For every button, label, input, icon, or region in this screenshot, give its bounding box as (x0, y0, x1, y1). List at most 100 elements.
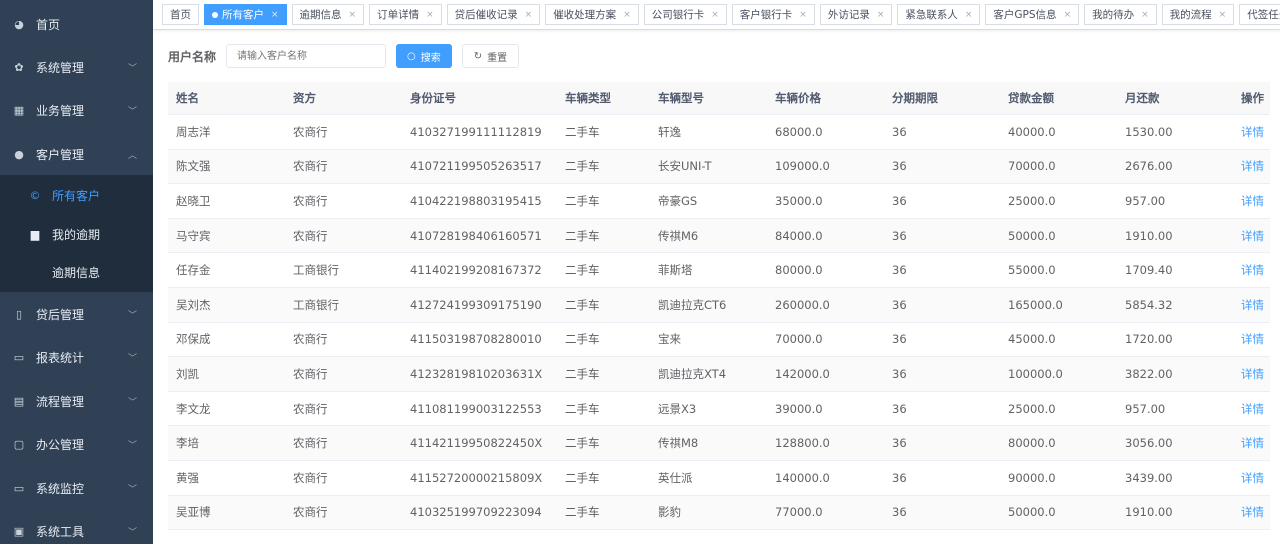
tab-6[interactable]: 公司银行卡 × (643, 4, 727, 25)
close-icon[interactable]: × (348, 9, 357, 20)
cell-monthly-payment: 5854.32 (1125, 297, 1173, 312)
cell-loan-amount: 70000.0 (1008, 159, 1056, 174)
close-icon[interactable]: × (524, 9, 533, 20)
cell-vehicle-price: 39000.0 (775, 401, 823, 416)
sidebar-item-3[interactable]: ● 客户管理 ︿ (0, 133, 153, 175)
tab-5[interactable]: 催收处理方案 × (545, 4, 639, 25)
tab-10[interactable]: 客户GPS信息 × (985, 4, 1080, 25)
cell-action-link[interactable]: 详情 (1241, 297, 1264, 312)
sidebar-subitem-label: 逾期信息 (52, 266, 101, 280)
cell-vehicle-type: 二手车 (565, 436, 600, 451)
tab-13[interactable]: 代签任务× (1239, 4, 1280, 25)
close-icon[interactable]: × (876, 9, 885, 20)
customer-name-label: 用户名称 (168, 49, 217, 64)
close-icon[interactable]: × (1141, 9, 1149, 20)
sidebar-item-2[interactable]: ▦ 业务管理 ﹀ (0, 89, 153, 131)
cell-vehicle-price: 35000.0 (775, 193, 823, 208)
sidebar-subitem-2[interactable]: 逾期信息 (0, 253, 153, 292)
header-term: 分期期限 (892, 91, 938, 105)
cell-vehicle-model: 长安UNI-T (658, 159, 712, 174)
reset-button[interactable]: ↻ 重置 (461, 44, 520, 68)
cell-id-number: 410422198803195415 (410, 193, 542, 208)
tab-7[interactable]: 客户银行卡 × (731, 4, 815, 25)
sidebar-item-9[interactable]: ▣ 系统工具 ﹀ (0, 510, 153, 552)
cell-action-link[interactable]: 详情 (1241, 401, 1264, 416)
tab-8[interactable]: 外访记录 × (819, 4, 893, 25)
cell-name: 赵晓卫 (176, 193, 211, 208)
cell-vehicle-model: 英仕派 (658, 470, 693, 485)
cell-loan-amount: 45000.0 (1008, 332, 1056, 347)
tab-4[interactable]: 贷后催收记录 × (446, 4, 541, 25)
tab-12[interactable]: 我的流程 × (1161, 4, 1235, 25)
close-icon[interactable]: × (271, 9, 279, 20)
cell-action-link[interactable]: 详情 (1241, 505, 1264, 520)
sidebar-item-label: 流程管理 (36, 394, 85, 409)
cell-action-link[interactable]: 详情 (1241, 124, 1264, 139)
tab-label: 外访记录 (827, 9, 870, 21)
cell-funder: 工商银行 (293, 297, 339, 312)
gear-icon: ✿ (14, 60, 24, 74)
sidebar-item-label: 贷后管理 (36, 307, 85, 322)
sidebar-item-7[interactable]: ▢ 办公管理 ﹀ (0, 423, 153, 465)
cell-vehicle-price: 77000.0 (775, 505, 823, 520)
cell-name: 吴亚博 (176, 505, 211, 520)
cell-term: 36 (892, 332, 907, 347)
cell-action-link[interactable]: 详情 (1241, 228, 1264, 243)
cell-action-link[interactable]: 详情 (1241, 263, 1264, 278)
cell-name: 陈文强 (176, 159, 211, 174)
cell-action-link[interactable]: 详情 (1241, 436, 1264, 451)
chevron-up-icon: ︿ (127, 150, 137, 161)
tab-label: 所有客户 (222, 9, 264, 21)
sidebar-item-4[interactable]: ▯ 贷后管理 ﹀ (0, 293, 153, 335)
tab-0[interactable]: 首页 (162, 4, 199, 25)
sidebar-subitem-1[interactable]: ▆ 我的逾期 (0, 215, 153, 254)
cell-monthly-payment: 1720.00 (1125, 332, 1173, 347)
table-row: 周志洋 农商行 410327199111112819 二手车 轩逸 68000.0 36 40… (168, 115, 1270, 150)
cell-action-link[interactable]: 详情 (1241, 193, 1264, 208)
sidebar-item-label: 客户管理 (36, 147, 85, 162)
dashboard-icon: ◕ (14, 17, 24, 31)
cell-monthly-payment: 1910.00 (1125, 228, 1173, 243)
cell-vehicle-type: 二手车 (565, 401, 600, 416)
tab-9[interactable]: 紧急联系人 × (897, 4, 981, 25)
cell-action-link[interactable]: 详情 (1241, 159, 1264, 174)
tab-2[interactable]: 逾期信息 × (291, 4, 365, 25)
cell-name: 马守宾 (176, 228, 211, 243)
cell-monthly-payment: 1910.00 (1125, 505, 1173, 520)
header-funder: 资方 (293, 91, 316, 105)
table-row: 李培 农商行 41142119950822450X 二手车 传祺M8 128800.0 36… (168, 426, 1270, 461)
sidebar-item-5[interactable]: ▭ 报表统计 ﹀ (0, 336, 153, 378)
tab-1[interactable]: 所有客户 × (204, 4, 287, 25)
table-row: 吴亚博 农商行 410325199709223094 二手车 影豹 77000.0 36 50… (168, 495, 1270, 531)
cell-loan-amount: 90000.0 (1008, 470, 1056, 485)
sidebar-item-1[interactable]: ✿ 系统管理 ﹀ (0, 46, 153, 88)
search-button[interactable]: ○ 搜索 (396, 44, 452, 68)
tab-11[interactable]: 我的待办 × (1084, 4, 1157, 25)
close-icon[interactable]: × (799, 9, 807, 20)
sidebar-item-6[interactable]: ▤ 流程管理 ﹀ (0, 380, 153, 422)
cell-vehicle-price: 142000.0 (775, 366, 830, 381)
cell-action-link[interactable]: 详情 (1241, 470, 1264, 485)
chevron-down-icon: ﹀ (127, 527, 137, 538)
sidebar-item-label: 报表统计 (36, 350, 85, 365)
cell-term: 36 (892, 366, 907, 381)
close-icon[interactable]: × (623, 9, 631, 20)
cell-id-number: 41232819810203631X (410, 366, 543, 381)
close-icon[interactable]: × (1063, 9, 1072, 20)
sidebar-item-8[interactable]: ▭ 系统监控 ﹀ (0, 467, 153, 509)
cell-loan-amount: 80000.0 (1008, 436, 1056, 451)
sidebar-subitem-0[interactable]: © 所有客户 (0, 176, 153, 215)
cell-vehicle-model: 传祺M6 (658, 228, 699, 243)
close-icon[interactable]: × (711, 9, 719, 20)
cell-action-link[interactable]: 详情 (1241, 366, 1264, 381)
close-icon[interactable]: × (964, 9, 973, 20)
cell-action-link[interactable]: 详情 (1241, 332, 1264, 347)
sidebar-item-0[interactable]: ◕ 首页 (0, 3, 153, 45)
close-icon[interactable]: × (426, 9, 434, 20)
tab-label: 公司银行卡 (651, 9, 705, 21)
customer-name-input[interactable] (226, 44, 387, 68)
close-icon[interactable]: × (1218, 9, 1227, 20)
tab-3[interactable]: 订单详情 × (369, 4, 442, 25)
cell-id-number: 411081199003122553 (410, 401, 542, 416)
cell-vehicle-type: 二手车 (565, 124, 600, 139)
